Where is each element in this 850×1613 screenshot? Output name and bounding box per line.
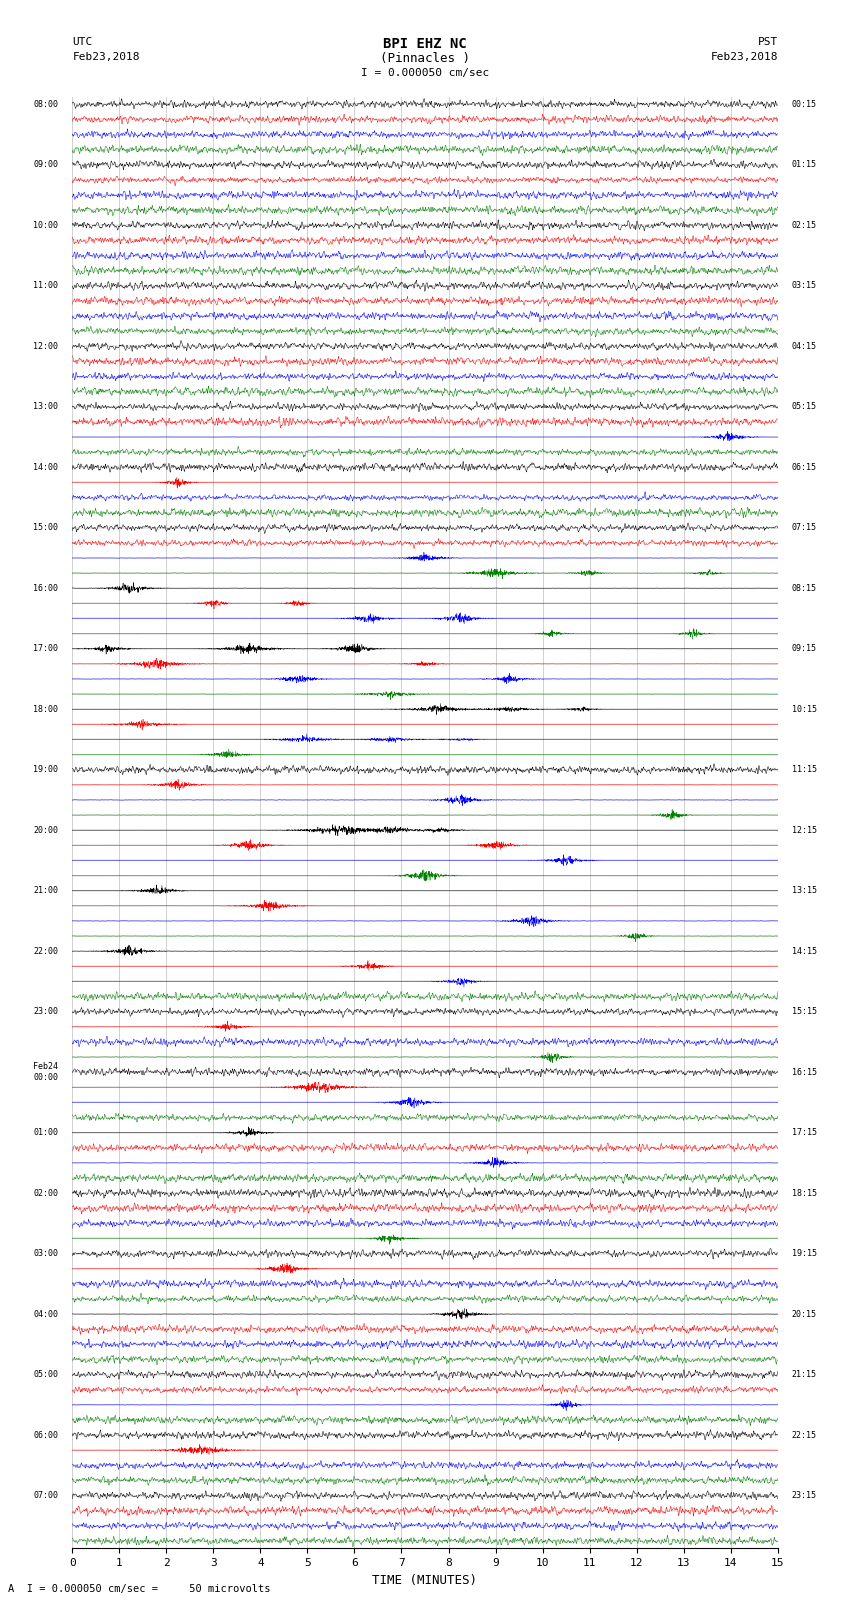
Text: 03:00: 03:00 (33, 1248, 58, 1258)
Text: 02:00: 02:00 (33, 1189, 58, 1197)
Text: 05:00: 05:00 (33, 1369, 58, 1379)
Text: 16:15: 16:15 (792, 1068, 817, 1076)
Text: 16:00: 16:00 (33, 584, 58, 592)
Text: 14:00: 14:00 (33, 463, 58, 471)
Text: 15:15: 15:15 (792, 1007, 817, 1016)
Text: 08:00: 08:00 (33, 100, 58, 108)
Text: 02:15: 02:15 (792, 221, 817, 229)
Text: 14:15: 14:15 (792, 947, 817, 955)
Text: PST: PST (757, 37, 778, 47)
Text: (Pinnacles ): (Pinnacles ) (380, 52, 470, 65)
Text: 18:15: 18:15 (792, 1189, 817, 1197)
Text: Feb24
00:00: Feb24 00:00 (33, 1063, 58, 1082)
Text: BPI EHZ NC: BPI EHZ NC (383, 37, 467, 52)
Text: 20:15: 20:15 (792, 1310, 817, 1318)
Text: 03:15: 03:15 (792, 281, 817, 290)
Text: 21:00: 21:00 (33, 886, 58, 895)
Text: 17:00: 17:00 (33, 644, 58, 653)
Text: 01:00: 01:00 (33, 1127, 58, 1137)
Text: 23:00: 23:00 (33, 1007, 58, 1016)
Text: 05:15: 05:15 (792, 402, 817, 411)
Text: 07:15: 07:15 (792, 523, 817, 532)
Text: 06:00: 06:00 (33, 1431, 58, 1439)
Text: 15:00: 15:00 (33, 523, 58, 532)
Text: 19:15: 19:15 (792, 1248, 817, 1258)
Text: 22:00: 22:00 (33, 947, 58, 955)
Text: 09:15: 09:15 (792, 644, 817, 653)
Text: Feb23,2018: Feb23,2018 (72, 52, 139, 61)
Text: 00:15: 00:15 (792, 100, 817, 108)
Text: A  I = 0.000050 cm/sec =     50 microvolts: A I = 0.000050 cm/sec = 50 microvolts (8, 1584, 271, 1594)
Text: 06:15: 06:15 (792, 463, 817, 471)
Text: 12:00: 12:00 (33, 342, 58, 350)
Text: 04:00: 04:00 (33, 1310, 58, 1318)
Text: 04:15: 04:15 (792, 342, 817, 350)
Text: UTC: UTC (72, 37, 93, 47)
Text: 23:15: 23:15 (792, 1490, 817, 1500)
Text: 01:15: 01:15 (792, 160, 817, 169)
X-axis label: TIME (MINUTES): TIME (MINUTES) (372, 1574, 478, 1587)
Text: 17:15: 17:15 (792, 1127, 817, 1137)
Text: 10:00: 10:00 (33, 221, 58, 229)
Text: 18:00: 18:00 (33, 705, 58, 713)
Text: 20:00: 20:00 (33, 826, 58, 834)
Text: I = 0.000050 cm/sec: I = 0.000050 cm/sec (361, 68, 489, 77)
Text: Feb23,2018: Feb23,2018 (711, 52, 778, 61)
Text: 11:00: 11:00 (33, 281, 58, 290)
Text: 21:15: 21:15 (792, 1369, 817, 1379)
Text: 12:15: 12:15 (792, 826, 817, 834)
Text: 07:00: 07:00 (33, 1490, 58, 1500)
Text: 19:00: 19:00 (33, 765, 58, 774)
Text: 13:15: 13:15 (792, 886, 817, 895)
Text: 08:15: 08:15 (792, 584, 817, 592)
Text: 11:15: 11:15 (792, 765, 817, 774)
Text: 09:00: 09:00 (33, 160, 58, 169)
Text: 10:15: 10:15 (792, 705, 817, 713)
Text: 22:15: 22:15 (792, 1431, 817, 1439)
Text: 13:00: 13:00 (33, 402, 58, 411)
